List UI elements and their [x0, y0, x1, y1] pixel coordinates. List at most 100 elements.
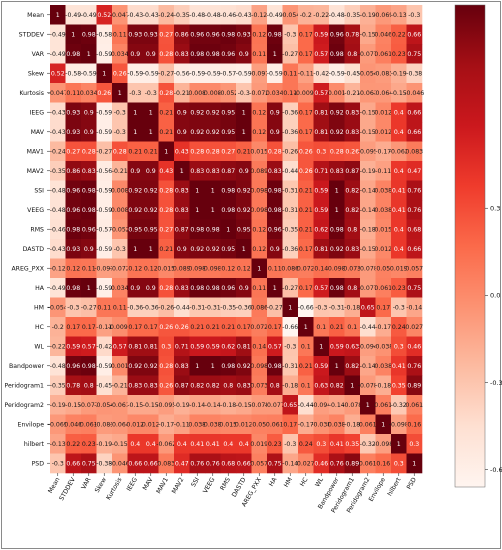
cell-value-label: 0.82	[190, 382, 204, 389]
cell-value-label: 0.9	[146, 285, 156, 292]
cell-value-label: 0.9	[84, 129, 94, 136]
heatmap-cell-envilope-areg-pxx	[251, 414, 268, 435]
cell-value-label: 0.24	[392, 324, 406, 331]
cell-value-label: 0.4	[223, 441, 233, 448]
heatmap-cell-mav1-hilbert	[391, 141, 407, 162]
heatmap-cell-hc-hc	[298, 317, 314, 337]
cell-value-label: -0.15	[391, 90, 407, 97]
heatmap-cell-skew-hc	[298, 63, 314, 84]
cell-value-label: -0.097	[94, 265, 114, 272]
heatmap-cell-bandpower-psd	[406, 356, 423, 376]
heatmap-cell-ssi-peridogram1	[344, 180, 361, 201]
heatmap-cell-ieeg-rms	[220, 102, 237, 123]
heatmap-cell-ha-envilope	[375, 278, 392, 298]
cell-value-label: -0.078	[342, 402, 362, 409]
heatmap-cell-var-kurtosis	[112, 44, 128, 64]
heatmap-cell-ha-hm	[282, 278, 299, 298]
column-label-psd: PSD	[406, 476, 418, 490]
heatmap-cell-dastd-mav2	[174, 239, 190, 259]
column-label-mav2: MAV2	[171, 476, 186, 495]
heatmap-cell-rms-kurtosis	[112, 219, 128, 240]
heatmap-cell-kurtosis-peridogram2	[360, 83, 376, 103]
heatmap-cell-stddev-bandpower	[329, 24, 345, 45]
cell-value-label: -0.31	[189, 304, 205, 311]
cell-value-label: 0.87	[345, 168, 359, 175]
cell-value-label: -0.49	[50, 31, 66, 38]
row-label-wl: WL	[34, 343, 44, 350]
heatmap-cell-envilope-peridogram1	[344, 414, 361, 435]
heatmap-cell-veeg-mean	[50, 200, 66, 220]
cell-value-label: 0.57	[314, 51, 328, 58]
heatmap-cell-hm-bandpower	[329, 297, 345, 318]
heatmap-cell-skew-peridogram2	[360, 63, 376, 84]
cell-value-label: 0.9	[130, 51, 140, 58]
heatmap-cell-veeg-mav	[143, 200, 159, 220]
cell-value-label: 1	[195, 187, 199, 194]
heatmap-cell-var-ha	[267, 44, 283, 64]
cell-value-label: 1	[242, 246, 246, 253]
row-label-ssi: SSI	[34, 187, 44, 194]
heatmap-cell-bandpower-var	[81, 356, 97, 376]
heatmap-cell-bandpower-stddev	[65, 356, 82, 376]
cell-value-label: -0.59	[96, 207, 112, 214]
cell-value-label: 0.034	[111, 285, 129, 292]
heatmap-cell-hilbert-rms	[220, 434, 237, 454]
cell-value-label: 0.12	[252, 226, 266, 233]
cell-value-label: -0.3	[67, 304, 79, 311]
heatmap-cell-mav1-wl	[313, 141, 330, 162]
heatmap-cell-mean-kurtosis	[112, 5, 128, 25]
cell-value-label: -0.094	[311, 402, 331, 409]
heatmap-cell-mav2-kurtosis	[112, 161, 128, 181]
heatmap-cell-ha-mav1	[158, 278, 175, 298]
cell-value-label: -0.59	[96, 363, 112, 370]
cell-value-label: -0.48	[50, 187, 66, 194]
cell-value-label: 0.17	[128, 324, 142, 331]
heatmap-cell-hilbert-hm	[282, 434, 299, 454]
heatmap-cell-veeg-mav1	[158, 200, 175, 220]
cell-value-label: -0.17	[158, 421, 174, 428]
cell-value-label: -0.14	[360, 187, 376, 194]
heatmap-cell-ha-stddev	[65, 278, 82, 298]
cell-value-label: 0.35	[345, 441, 359, 448]
heatmap-cell-peridogram1-peridogram2	[360, 375, 376, 396]
heatmap-cell-stddev-hm	[282, 24, 299, 45]
heatmap-cell-mav2-hc	[298, 161, 314, 181]
cell-value-label: 0.59	[314, 187, 328, 194]
heatmap-cell-mean-areg-pxx	[251, 5, 268, 25]
cell-value-label: 0.96	[206, 31, 220, 38]
heatmap-cell-hc-bandpower	[329, 317, 345, 337]
cell-value-label: 0.12	[128, 265, 142, 272]
heatmap-cell-peridogram1-ha	[267, 375, 283, 396]
cell-value-label: 0.98	[190, 226, 204, 233]
cell-value-label: -0.077	[358, 285, 378, 292]
cell-value-label: 0.28	[330, 148, 344, 155]
cell-value-label: -0.44	[360, 324, 376, 331]
heatmap-cell-rms-envilope	[375, 219, 392, 240]
cell-value-label: -0.14	[329, 402, 345, 409]
heatmap-cell-psd-bandpower	[329, 453, 345, 474]
cell-value-label: 0.59	[314, 363, 328, 370]
cell-value-label: 0.87	[221, 168, 235, 175]
heatmap-cell-rms-dastd	[236, 219, 252, 240]
column-label-rms: RMS	[219, 476, 232, 491]
heatmap-cell-ha-peridogram1	[344, 278, 361, 298]
heatmap-cell-envilope-stddev	[65, 414, 82, 435]
cell-value-label: 0.83	[268, 168, 282, 175]
cell-value-label: 0.22	[392, 31, 406, 38]
heatmap-cell-hilbert-mav1	[158, 434, 175, 454]
heatmap-cell-envilope-dastd	[236, 414, 252, 435]
cell-value-label: 0.63	[314, 382, 328, 389]
heatmap-cell-wl-hilbert	[391, 336, 407, 357]
cell-value-label: 0.57	[314, 285, 328, 292]
heatmap-cell-mav1-mav	[143, 141, 159, 162]
heatmap-cell-skew-peridogram1	[344, 63, 361, 84]
cell-value-label: 1	[118, 90, 122, 97]
heatmap-cell-mean-mean	[50, 5, 66, 25]
cell-value-label: -0.0091	[108, 324, 132, 331]
heatmap-cell-ssi-envilope	[375, 180, 392, 201]
cell-value-label: 0.4	[394, 129, 404, 136]
cell-value-label: 0.75	[268, 460, 282, 467]
heatmap-cell-rms-hm	[282, 219, 299, 240]
heatmap-cell-ieeg-peridogram1	[344, 102, 361, 123]
cell-value-label: 0.93	[144, 31, 158, 38]
